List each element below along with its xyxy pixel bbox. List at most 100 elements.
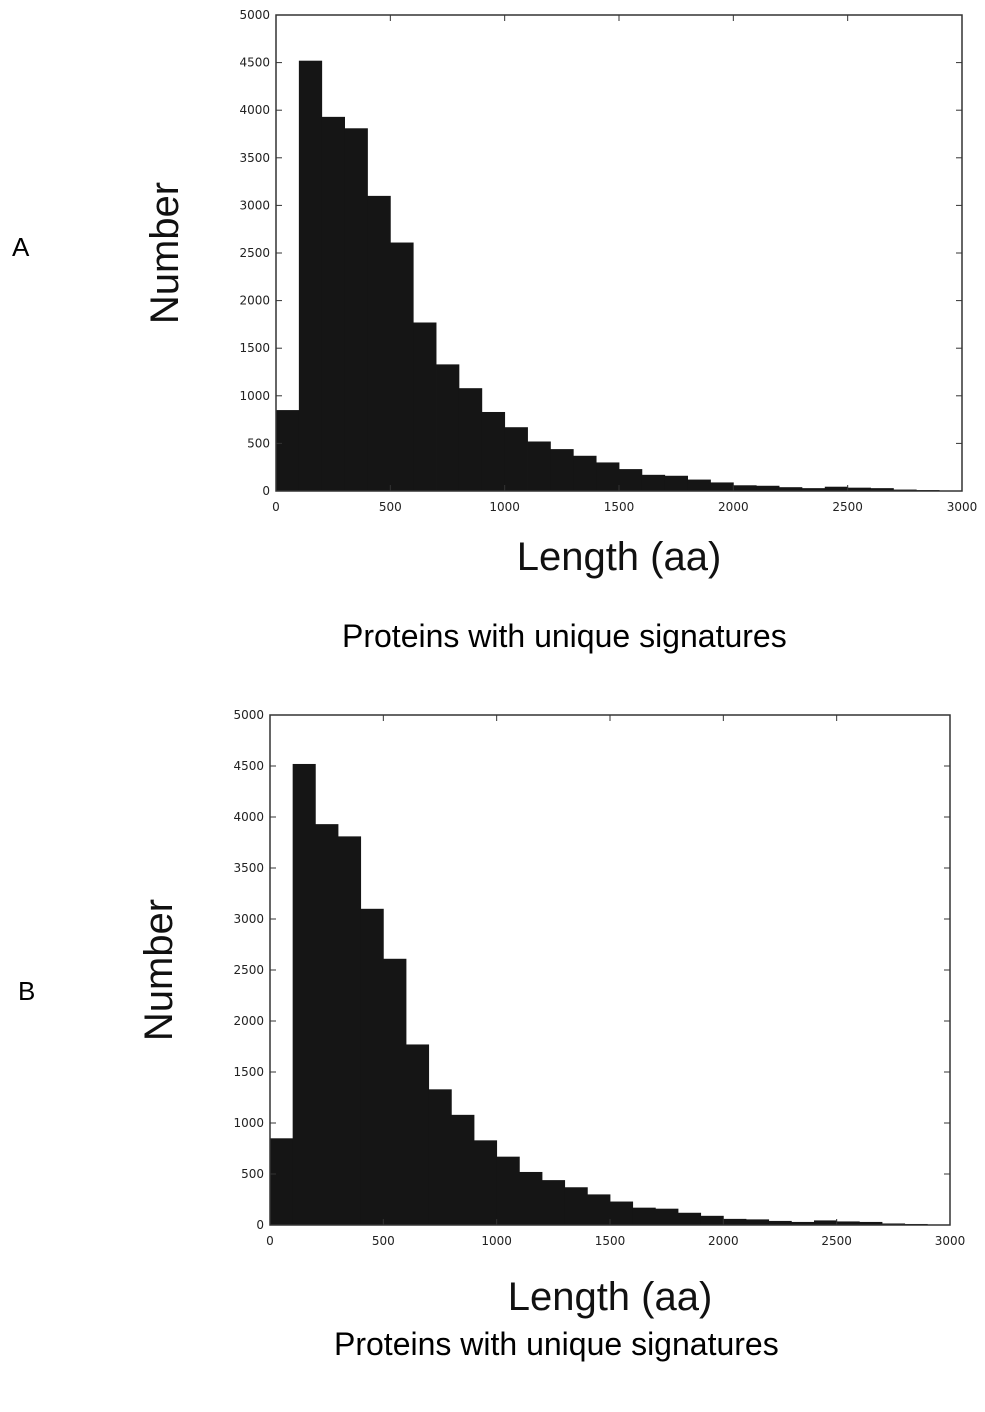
figure-caption: Proteins with unique signatures (334, 1326, 779, 1362)
histogram-bar (298, 60, 323, 492)
y-tick-label: 1000 (233, 1116, 264, 1130)
histogram-bar (814, 1220, 838, 1225)
histogram-bar (619, 469, 643, 491)
histogram-bar (655, 1208, 679, 1225)
histogram-bar (756, 485, 780, 491)
histogram-bar (791, 1221, 815, 1225)
histogram-bar (406, 1044, 430, 1225)
y-tick-label: 2500 (233, 963, 264, 977)
histogram-bar (270, 1138, 294, 1225)
histogram-bar (458, 388, 483, 491)
y-tick-label: 500 (247, 436, 270, 450)
histogram-bar (474, 1140, 498, 1225)
x-tick-label: 500 (379, 500, 402, 514)
y-tick-label: 1500 (233, 1065, 264, 1079)
figure-caption: Proteins with unique signatures (342, 618, 787, 654)
x-tick-label: 3000 (947, 500, 978, 514)
histogram-bar (587, 1194, 611, 1225)
histogram-bar (564, 1187, 588, 1225)
histogram-bar (413, 322, 437, 491)
y-tick-label: 3000 (233, 912, 264, 926)
histogram-chart-b: 0500100015002000250030003500400045005000… (137, 708, 966, 1319)
y-axis-label: Number (137, 899, 181, 1041)
x-tick-label: 2500 (821, 1234, 852, 1248)
histogram-bar (496, 1156, 520, 1225)
x-tick-label: 2000 (708, 1234, 739, 1248)
histogram-bar (338, 836, 362, 1225)
histogram-bar (632, 1207, 656, 1225)
panel-letter: A (12, 232, 30, 262)
histogram-bar (390, 242, 414, 491)
x-axis-label: Length (aa) (517, 535, 722, 579)
histogram-bar (596, 462, 620, 491)
x-tick-label: 2500 (832, 500, 863, 514)
histogram-bar (550, 449, 574, 491)
histogram-bar (733, 485, 757, 491)
panel-a: A 0 500 1000 1500 2000 2500 3000 3500 4000 4500 50… (12, 8, 978, 654)
histogram-bar (678, 1212, 702, 1225)
histogram-bar (870, 488, 894, 491)
histogram-bar (504, 427, 528, 491)
y-tick-label: 4500 (233, 759, 264, 773)
y-tick-label: 1000 (239, 389, 270, 403)
histogram-bar (436, 364, 460, 491)
histogram-bar (276, 410, 300, 491)
histogram-bar (360, 908, 384, 1225)
x-axis-label: Length (aa) (508, 1275, 713, 1319)
y-tick-label: 2000 (233, 1014, 264, 1028)
y-tick-label: 3500 (239, 151, 270, 165)
histogram-bar (836, 1221, 860, 1225)
histogram-bar (610, 1201, 634, 1225)
histogram-bar (801, 488, 826, 491)
histogram-bar (344, 128, 368, 491)
histogram-bar (746, 1219, 770, 1225)
y-tick-label: 500 (241, 1167, 264, 1181)
histogram-bar (882, 1223, 906, 1225)
histogram-bar (519, 1171, 543, 1225)
histogram-bar (687, 479, 711, 491)
panel-letter: B (18, 976, 36, 1006)
y-tick-label: 0 (256, 1218, 264, 1232)
histogram-bar (367, 195, 391, 491)
panel-b: B 0 500 1000 1500 2000 2500 3000 3500 4000 4500 50… (0, 706, 985, 1412)
histogram-bar (315, 824, 339, 1225)
histogram-bar (847, 487, 871, 491)
y-tick-label: 4000 (239, 103, 270, 117)
histogram-bar (451, 1114, 475, 1225)
histogram-bar (292, 763, 316, 1225)
y-tick-label: 5000 (239, 8, 270, 22)
histogram-bar (664, 475, 688, 491)
y-axis-label: Number (143, 182, 187, 324)
x-tick-label: 500 (372, 1234, 395, 1248)
histogram-bar (428, 1089, 452, 1225)
x-tick-label: 0 (272, 500, 280, 514)
y-tick-label: 3500 (233, 861, 264, 875)
x-tick-label: 1500 (595, 1234, 626, 1248)
histogram-bar (481, 411, 506, 491)
x-tick-label: 1500 (604, 500, 635, 514)
y-tick-label: 4000 (233, 810, 264, 824)
histogram-bar (321, 116, 345, 491)
x-tick-label: 1000 (481, 1234, 512, 1248)
histogram-bar (700, 1215, 724, 1225)
histogram-bar (527, 441, 551, 491)
histogram-bar (542, 1180, 566, 1225)
histogram-bar (859, 1221, 883, 1225)
histogram-bar (723, 1218, 747, 1225)
histogram-bar (383, 958, 407, 1225)
histogram-bar (710, 482, 734, 491)
x-tick-label: 3000 (935, 1234, 966, 1248)
y-tick-label: 2500 (239, 246, 270, 260)
histogram-bar (573, 455, 597, 491)
x-tick-label: 0 (266, 1234, 274, 1248)
x-tick-label: 1000 (489, 500, 520, 514)
x-tick-label: 2000 (718, 500, 749, 514)
y-tick-label: 0 (262, 484, 270, 498)
y-tick-label: 3000 (239, 198, 270, 212)
histogram-bar (641, 474, 666, 491)
y-tick-label: 1500 (239, 341, 270, 355)
histogram-bar (824, 486, 849, 491)
y-tick-label: 4500 (239, 56, 270, 70)
histogram-bar (768, 1220, 792, 1225)
y-tick-label: 5000 (233, 708, 264, 722)
